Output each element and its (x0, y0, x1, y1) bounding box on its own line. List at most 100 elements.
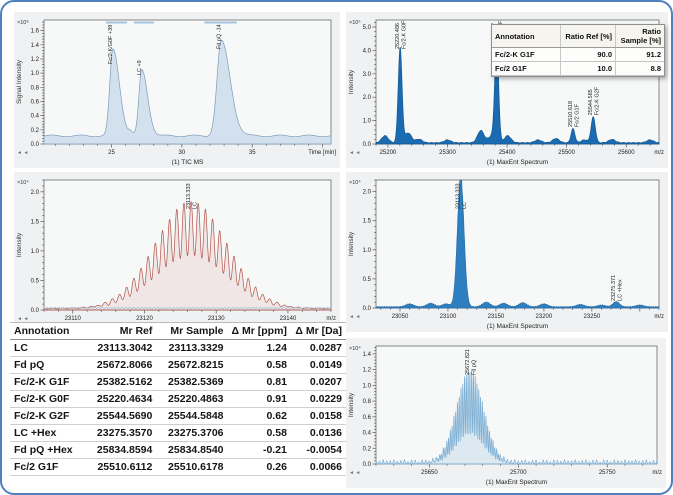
integration-range-bar (105, 21, 128, 24)
table-cell: -0.21 (227, 441, 291, 459)
table-cell: 25834.8594 (87, 441, 157, 459)
x-tick-label: 25500 (558, 150, 575, 156)
x-tick-label: 25300 (439, 150, 456, 156)
table-cell: 0.0136 (290, 424, 346, 442)
table-cell: 0.0229 (290, 390, 346, 408)
table-row: Fd pQ 25672.8066 25672.8215 0.58 0.0149 (10, 356, 346, 374)
chart-svg: 0.0 0.2 0.4 0.6 0.8 1.0 1.2 1.4 1.6 25 30 35 ×10⁸ Sig… (16, 19, 336, 166)
chart-title: (1) TIC MS (172, 159, 204, 166)
table-cell: LC +Hex (10, 424, 88, 442)
table-cell: LC (10, 339, 88, 357)
table-cell: 90.0 (560, 47, 616, 62)
y-tick-label: 0.0 (31, 142, 40, 148)
table-cell: 25834.8540 (156, 441, 228, 459)
y-axis-exponent: ×10⁸ (17, 19, 29, 26)
x-tick-label: 23110 (65, 316, 82, 322)
table-cell: Fc/2 G1F (492, 61, 561, 76)
integration-range-bar (134, 21, 154, 24)
y-axis-label: Intensity (348, 392, 355, 417)
integration-range-bar (204, 21, 237, 24)
table-cell: 25672.8215 (156, 356, 228, 374)
x-tick-label: 30 (179, 150, 186, 156)
peak-label: 23113.333 (456, 183, 462, 209)
y-axis-exponent: ×10⁴ (349, 179, 361, 186)
chart-nav-icon: ◄ ◄ (17, 316, 28, 322)
x-tick-label: 23120 (136, 316, 153, 322)
table-cell: 25220.4863 (156, 390, 228, 408)
fdpq-maxent-spectrum-chart: 0.0 0.2 0.4 0.6 0.8 1.0 1.2 1.4 25650 25700 25750 ×… (346, 338, 666, 488)
y-tick-label: 1.4 (363, 352, 372, 358)
chart-nav-icon: ◄ ◄ (349, 470, 360, 476)
column-header: Ratio Ref [%] (560, 25, 616, 48)
lc-maxent-spectrum-chart: 0.0 0.5 1.0 1.5 2.0 23050 23100 23150 23200 23250… (346, 172, 668, 332)
x-tick-label: 25750 (599, 470, 616, 476)
chart-nav-icon: ◄ ◄ (349, 314, 360, 320)
chart-title: (1) MaxEnt Spectrum (487, 159, 548, 166)
table-cell: -0.0054 (290, 441, 346, 459)
table-cell: 25672.8066 (87, 356, 157, 374)
y-tick-label: 0.8 (31, 85, 40, 91)
y-tick-label: 1.5 (363, 219, 372, 225)
table-cell: 23113.3329 (156, 339, 228, 357)
y-tick-label: 0.0 (31, 308, 40, 314)
table-cell: 0.0287 (290, 339, 346, 357)
peak-annotation-label: LC +Hex (618, 279, 624, 301)
column-header: Δ Mr [Da] (290, 322, 346, 340)
table-row: Fc/2 G1F 25510.6112 25510.6178 0.26 0.0066 (10, 458, 346, 476)
table-cell: Fc/2-K G2F (10, 407, 88, 425)
y-axis-label: Intensity (348, 231, 355, 256)
table-cell: 25382.5369 (156, 373, 228, 391)
chart-svg: 0.0 0.5 1.0 1.5 2.0 23110 23120 23130 23140 ×10⁴ I… (16, 179, 336, 332)
peak-label: 23275.371 (611, 275, 617, 301)
column-header: Ratio Sample [%] (615, 25, 664, 48)
y-tick-label: 0.5 (31, 278, 40, 284)
y-tick-label: 4.0 (363, 48, 372, 54)
table-cell: 25220.4634 (87, 390, 157, 408)
column-header: Mr Ref (87, 322, 157, 340)
y-axis-exponent: ×10⁴ (17, 179, 29, 186)
x-axis-unit-label: m/z (652, 470, 662, 476)
table-row: Fc/2-K G0F 25220.4634 25220.4863 0.91 0.0229 (10, 390, 346, 408)
y-tick-label: 0.8 (363, 399, 372, 405)
table-cell: Fc/2 G1F (10, 458, 88, 476)
lc-isotopic-overlay-chart: 0.0 0.5 1.0 1.5 2.0 23110 23120 23130 23140 ×10⁴ I… (14, 172, 340, 334)
x-tick-label: 23200 (536, 314, 553, 320)
table-cell: Fd pQ +Hex (10, 441, 88, 459)
peak-label: Fc/2-K/G0F +39 (108, 25, 114, 64)
lc-spectrum-overlay-panel: 0.0 0.5 1.0 1.5 2.0 23110 23120 23130 23140 ×10⁴ I… (14, 172, 340, 334)
lc-spectrum-panel: 0.0 0.5 1.0 1.5 2.0 23050 23100 23150 23200 23250… (346, 172, 668, 332)
peak-annotation-label: Fc/2-K G0F (402, 20, 408, 49)
table-row: Fc/2-K G1F 25382.5162 25382.5369 0.81 0.0207 (10, 373, 346, 391)
table-cell: 1.24 (227, 339, 291, 357)
series-path (43, 201, 332, 311)
series-path (375, 179, 660, 309)
table-cell: 25510.6178 (156, 458, 228, 476)
series-path (375, 38, 660, 145)
x-tick-label: 23130 (208, 316, 225, 322)
tic-chromatogram-panel: 0.0 0.2 0.4 0.6 0.8 1.0 1.2 1.4 1.6 25 30 35 ×10⁸ Sig… (14, 12, 340, 168)
y-tick-label: 1.2 (363, 368, 372, 374)
x-tick-label: 25700 (510, 470, 527, 476)
peak-label: Fd pQ -14 (216, 24, 222, 49)
column-header: Mr Sample (156, 322, 228, 340)
x-tick-label: 23050 (392, 314, 409, 320)
x-tick-label: 23250 (584, 314, 601, 320)
y-tick-label: 0.2 (31, 128, 40, 134)
glycoform-ratio-table: Annotation Ratio Ref [%] Ratio Sample [%] F… (491, 24, 665, 77)
y-axis-label: Intensity (348, 69, 355, 94)
table-row: Fc/2-K G2F 25544.5690 25544.5848 0.62 0.0158 (10, 407, 346, 425)
table-row: Fd pQ +Hex 25834.8594 25834.8540 -0.21 -0.00… (10, 441, 346, 459)
y-tick-label: 2.0 (363, 95, 372, 101)
y-axis-exponent: ×10⁵ (349, 19, 361, 26)
y-axis-exponent: ×10⁴ (349, 345, 361, 352)
table-cell: 0.91 (227, 390, 291, 408)
x-tick-label: 25 (108, 150, 115, 156)
table-row: Fc/2 G1F 10.0 8.8 (492, 61, 664, 76)
y-tick-label: 0.0 (363, 142, 372, 148)
y-tick-label: 1.0 (31, 249, 40, 255)
table-row: Fc/2-K G1F 90.0 91.2 (492, 47, 664, 62)
series-path (375, 369, 658, 465)
peak-label: 25510.618 (568, 101, 574, 127)
y-tick-label: 1.0 (363, 383, 372, 389)
